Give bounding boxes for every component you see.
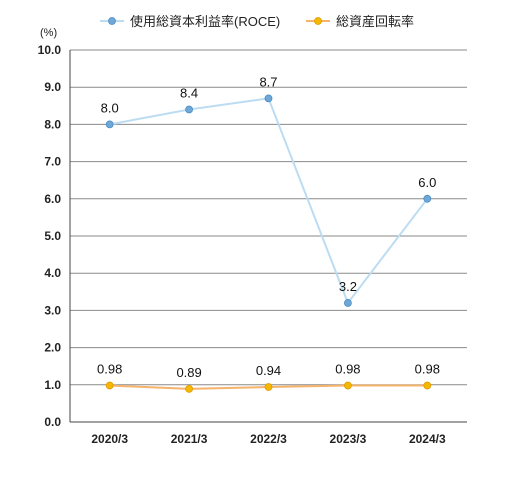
x-tick-label: 2023/3 — [330, 432, 367, 446]
data-label: 0.89 — [176, 365, 201, 380]
data-label: 0.98 — [335, 362, 360, 377]
legend-marker-turnover — [314, 17, 322, 25]
data-point — [423, 381, 432, 390]
y-tick-label: 9.0 — [44, 80, 61, 94]
y-tick-label: 3.0 — [44, 303, 61, 317]
data-point — [343, 381, 352, 390]
y-tick-label: 8.0 — [44, 117, 61, 131]
unit-label: (%) — [40, 27, 57, 39]
y-tick-label: 5.0 — [44, 229, 61, 243]
data-point — [423, 194, 432, 203]
data-label: 0.98 — [97, 362, 122, 377]
data-labels: 8.0 8.4 8.7 3.2 6.0 0.98 0.89 0.94 0.98 0.98 — [97, 74, 440, 380]
y-tick-label: 0.0 — [44, 415, 61, 429]
legend-label-roce: 使用総資本利益率(ROCE) — [130, 14, 280, 29]
data-label: 6.0 — [418, 175, 436, 190]
legend-label-turnover: 総資産回転率 — [336, 14, 414, 29]
data-label: 0.94 — [256, 363, 281, 378]
x-axis-ticks: 2020/3 2021/3 2022/3 2023/3 2024/3 — [91, 432, 446, 446]
x-tick-label: 2021/3 — [171, 432, 208, 446]
y-tick-label: 6.0 — [44, 192, 61, 206]
y-tick-label: 2.0 — [44, 341, 61, 355]
x-tick-label: 2022/3 — [250, 432, 287, 446]
series-line-0 — [109, 97, 429, 305]
data-label: 3.2 — [339, 279, 357, 294]
y-axis-ticks: 0.0 1.0 2.0 3.0 4.0 5.0 6.0 7.0 8.0 9.0 10.0 — [38, 43, 62, 429]
data-point — [105, 120, 114, 129]
data-point — [185, 105, 194, 114]
y-tick-label: 7.0 — [44, 155, 61, 169]
series-layer — [105, 94, 432, 393]
data-point — [105, 381, 114, 390]
data-point — [185, 384, 194, 393]
data-label: 8.4 — [180, 86, 198, 101]
data-point — [264, 383, 273, 391]
y-tick-label: 10.0 — [38, 43, 62, 57]
legend: 使用総資本利益率(ROCE) 総資産回転率 — [100, 14, 414, 29]
data-label: 8.0 — [101, 100, 119, 115]
grid — [69, 49, 467, 423]
data-label: 0.98 — [415, 362, 440, 377]
y-tick-label: 1.0 — [44, 378, 61, 392]
data-point — [343, 299, 352, 307]
x-tick-label: 2024/3 — [409, 432, 446, 446]
x-tick-label: 2020/3 — [91, 432, 128, 446]
legend-marker-roce — [108, 17, 116, 25]
data-point — [264, 94, 273, 103]
y-tick-label: 4.0 — [44, 266, 61, 280]
data-label: 8.7 — [259, 74, 277, 89]
